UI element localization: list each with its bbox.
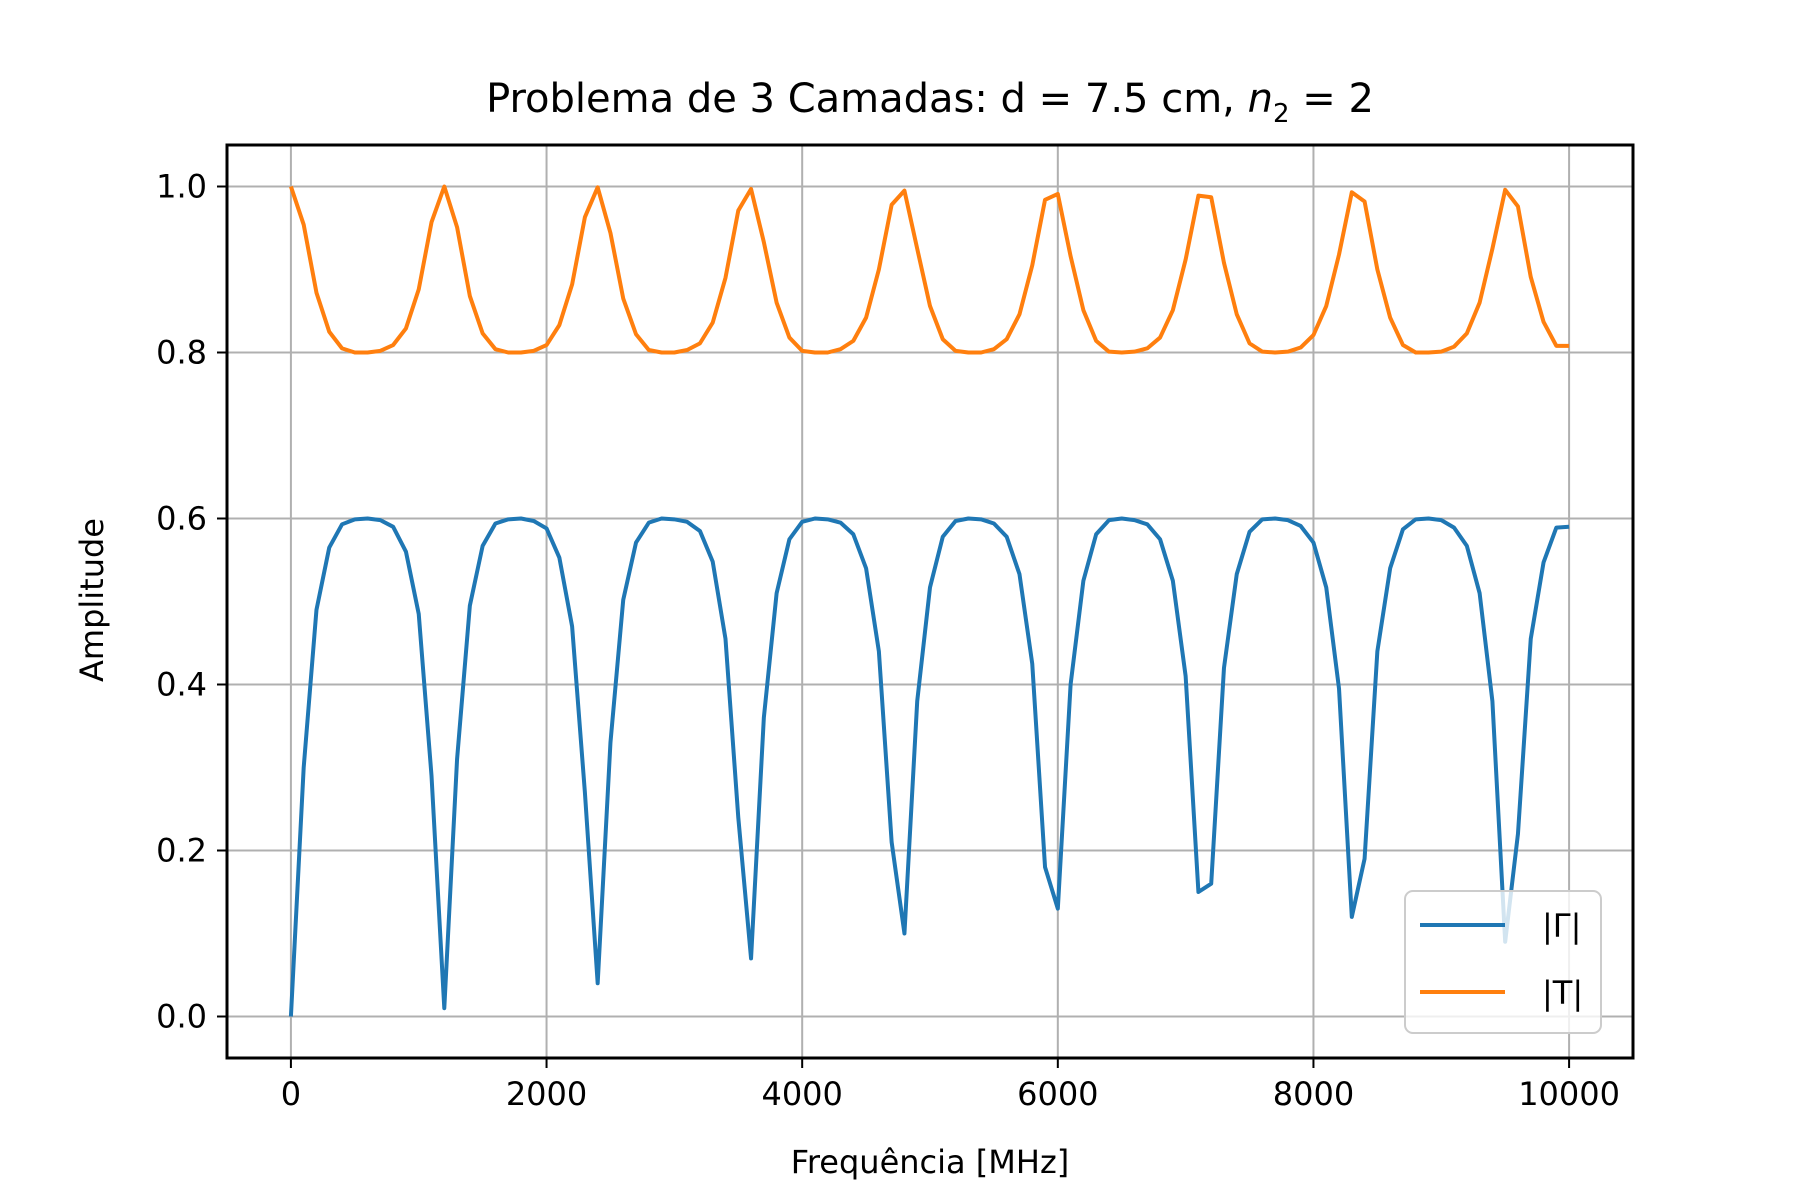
legend-label-transmission: |T| [1542, 974, 1583, 1012]
y-tick-label: 0.0 [156, 998, 207, 1036]
plot-frame [225, 143, 1635, 1060]
series-reflection-line [288, 516, 1570, 1017]
x-axis-label: Frequência [MHz] [791, 1143, 1069, 1181]
x-tick-label: 4000 [761, 1075, 842, 1113]
x-tick-label: 2000 [506, 1075, 587, 1113]
data-series [288, 184, 1570, 1017]
x-tick-label: 8000 [1273, 1075, 1354, 1113]
y-tick-label: 0.6 [156, 500, 207, 538]
chart-legend: |Γ| |T| [1404, 890, 1602, 1034]
chart-title-equals: = 2 [1290, 76, 1374, 122]
series-transmission-line [289, 184, 1570, 355]
y-tick-label: 0.4 [156, 666, 207, 704]
y-tick-label: 1.0 [156, 168, 207, 206]
x-tick-label: 10000 [1518, 1075, 1620, 1113]
y-axis-label: Amplitude [73, 518, 111, 682]
x-tick-label: 6000 [1017, 1075, 1098, 1113]
chart-title-text: Problema de 3 Camadas: d = 7.5 cm, [486, 76, 1248, 122]
y-tick-label: 0.2 [156, 832, 207, 870]
y-tick-label: 0.8 [156, 334, 207, 372]
chart-title-subscript: 2 [1273, 99, 1290, 129]
legend-label-reflection: |Γ| [1542, 907, 1581, 945]
x-axis-ticks: 0 2000 4000 6000 8000 10000 [281, 1058, 1620, 1113]
y-axis-ticks: 0.0 0.2 0.4 0.6 0.8 1.0 [156, 168, 227, 1036]
chart-title: Problema de 3 Camadas: d = 7.5 cm, n2 = … [486, 76, 1374, 129]
chart-title-variable: n [1248, 76, 1273, 122]
x-tick-label: 0 [281, 1075, 301, 1113]
